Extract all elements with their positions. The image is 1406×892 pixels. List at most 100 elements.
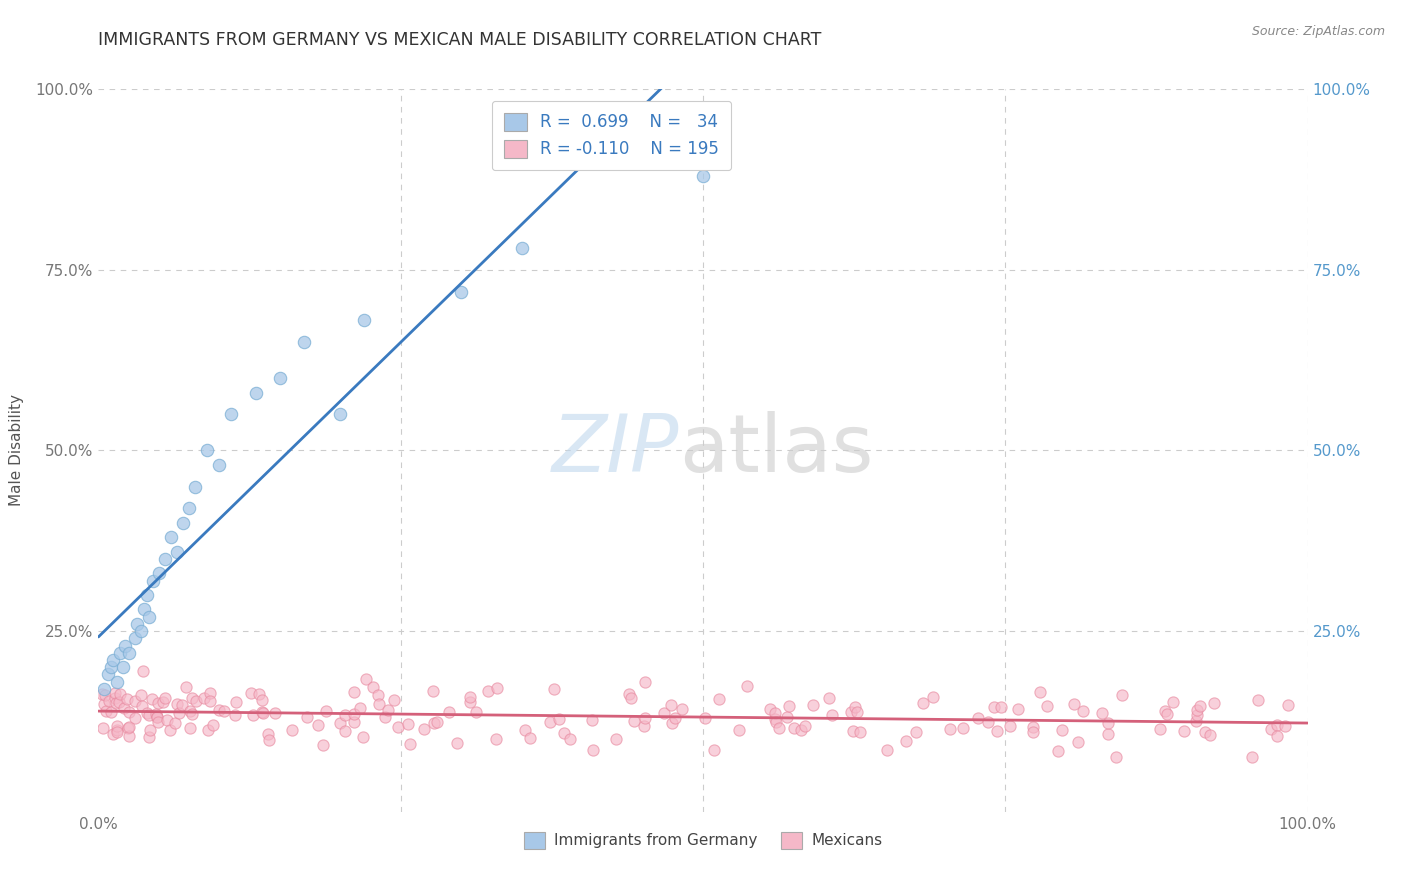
- Point: [519, 731, 541, 746]
- Point: [896, 734, 918, 748]
- Point: [179, 501, 201, 516]
- Point: [333, 723, 356, 738]
- Point: [172, 698, 194, 712]
- Point: [93, 698, 115, 712]
- Point: [193, 691, 215, 706]
- Point: [179, 721, 201, 735]
- Point: [765, 714, 787, 729]
- Point: [180, 691, 202, 706]
- Point: [107, 695, 129, 709]
- Point: [1021, 720, 1043, 734]
- Point: [148, 566, 170, 581]
- Point: [124, 693, 146, 707]
- Text: Source: ZipAtlas.com: Source: ZipAtlas.com: [1251, 25, 1385, 38]
- Point: [245, 385, 267, 400]
- Point: [1091, 706, 1114, 720]
- Point: [396, 717, 419, 731]
- Point: [1265, 718, 1288, 732]
- Point: [104, 696, 127, 710]
- Point: [153, 551, 176, 566]
- Point: [292, 334, 315, 349]
- Point: [904, 725, 927, 739]
- Point: [422, 683, 444, 698]
- Point: [131, 698, 153, 713]
- Y-axis label: Male Disability: Male Disability: [10, 394, 24, 507]
- Point: [671, 702, 693, 716]
- Point: [821, 708, 844, 723]
- Text: ZIP: ZIP: [551, 411, 679, 490]
- Point: [146, 710, 169, 724]
- Point: [1046, 744, 1069, 758]
- Point: [818, 690, 841, 705]
- Point: [776, 710, 799, 724]
- Point: [101, 653, 124, 667]
- Point: [90, 687, 112, 701]
- Point: [117, 692, 139, 706]
- Point: [768, 721, 790, 735]
- Point: [553, 726, 575, 740]
- Point: [329, 715, 352, 730]
- Point: [794, 719, 817, 733]
- Point: [108, 646, 131, 660]
- Point: [118, 729, 141, 743]
- Point: [129, 689, 152, 703]
- Point: [129, 624, 152, 639]
- Point: [560, 731, 582, 746]
- Point: [1028, 685, 1050, 699]
- Point: [145, 706, 167, 721]
- Point: [225, 694, 247, 708]
- Point: [181, 707, 204, 722]
- Point: [160, 530, 183, 544]
- Point: [97, 694, 120, 708]
- Point: [844, 700, 866, 714]
- Point: [101, 726, 124, 740]
- Point: [257, 732, 280, 747]
- Point: [1097, 727, 1119, 741]
- Point: [195, 443, 218, 458]
- Point: [399, 737, 422, 751]
- Legend: Immigrants from Germany, Mexicans: Immigrants from Germany, Mexicans: [517, 826, 889, 855]
- Point: [413, 723, 436, 737]
- Point: [212, 704, 235, 718]
- Point: [983, 700, 1005, 714]
- Point: [728, 723, 751, 737]
- Point: [990, 700, 1012, 714]
- Point: [166, 697, 188, 711]
- Point: [343, 714, 366, 729]
- Point: [269, 371, 291, 385]
- Point: [172, 516, 194, 530]
- Point: [202, 718, 225, 732]
- Point: [1111, 688, 1133, 702]
- Point: [1277, 698, 1299, 712]
- Point: [146, 696, 169, 710]
- Point: [1007, 702, 1029, 716]
- Point: [693, 710, 716, 724]
- Point: [100, 705, 122, 719]
- Point: [208, 703, 231, 717]
- Point: [735, 680, 758, 694]
- Point: [446, 736, 468, 750]
- Point: [1204, 696, 1226, 710]
- Point: [247, 688, 270, 702]
- Point: [617, 687, 640, 701]
- Point: [513, 723, 536, 737]
- Point: [377, 703, 399, 717]
- Point: [135, 588, 157, 602]
- Point: [111, 660, 134, 674]
- Point: [264, 706, 287, 720]
- Point: [141, 692, 163, 706]
- Point: [312, 738, 335, 752]
- Point: [132, 664, 155, 678]
- Point: [112, 700, 135, 714]
- Point: [439, 706, 461, 720]
- Point: [1105, 749, 1128, 764]
- Point: [100, 660, 122, 674]
- Point: [184, 480, 207, 494]
- Point: [138, 609, 160, 624]
- Point: [224, 708, 246, 723]
- Point: [1097, 716, 1119, 731]
- Point: [582, 743, 605, 757]
- Point: [138, 708, 160, 723]
- Point: [91, 721, 114, 735]
- Point: [1260, 723, 1282, 737]
